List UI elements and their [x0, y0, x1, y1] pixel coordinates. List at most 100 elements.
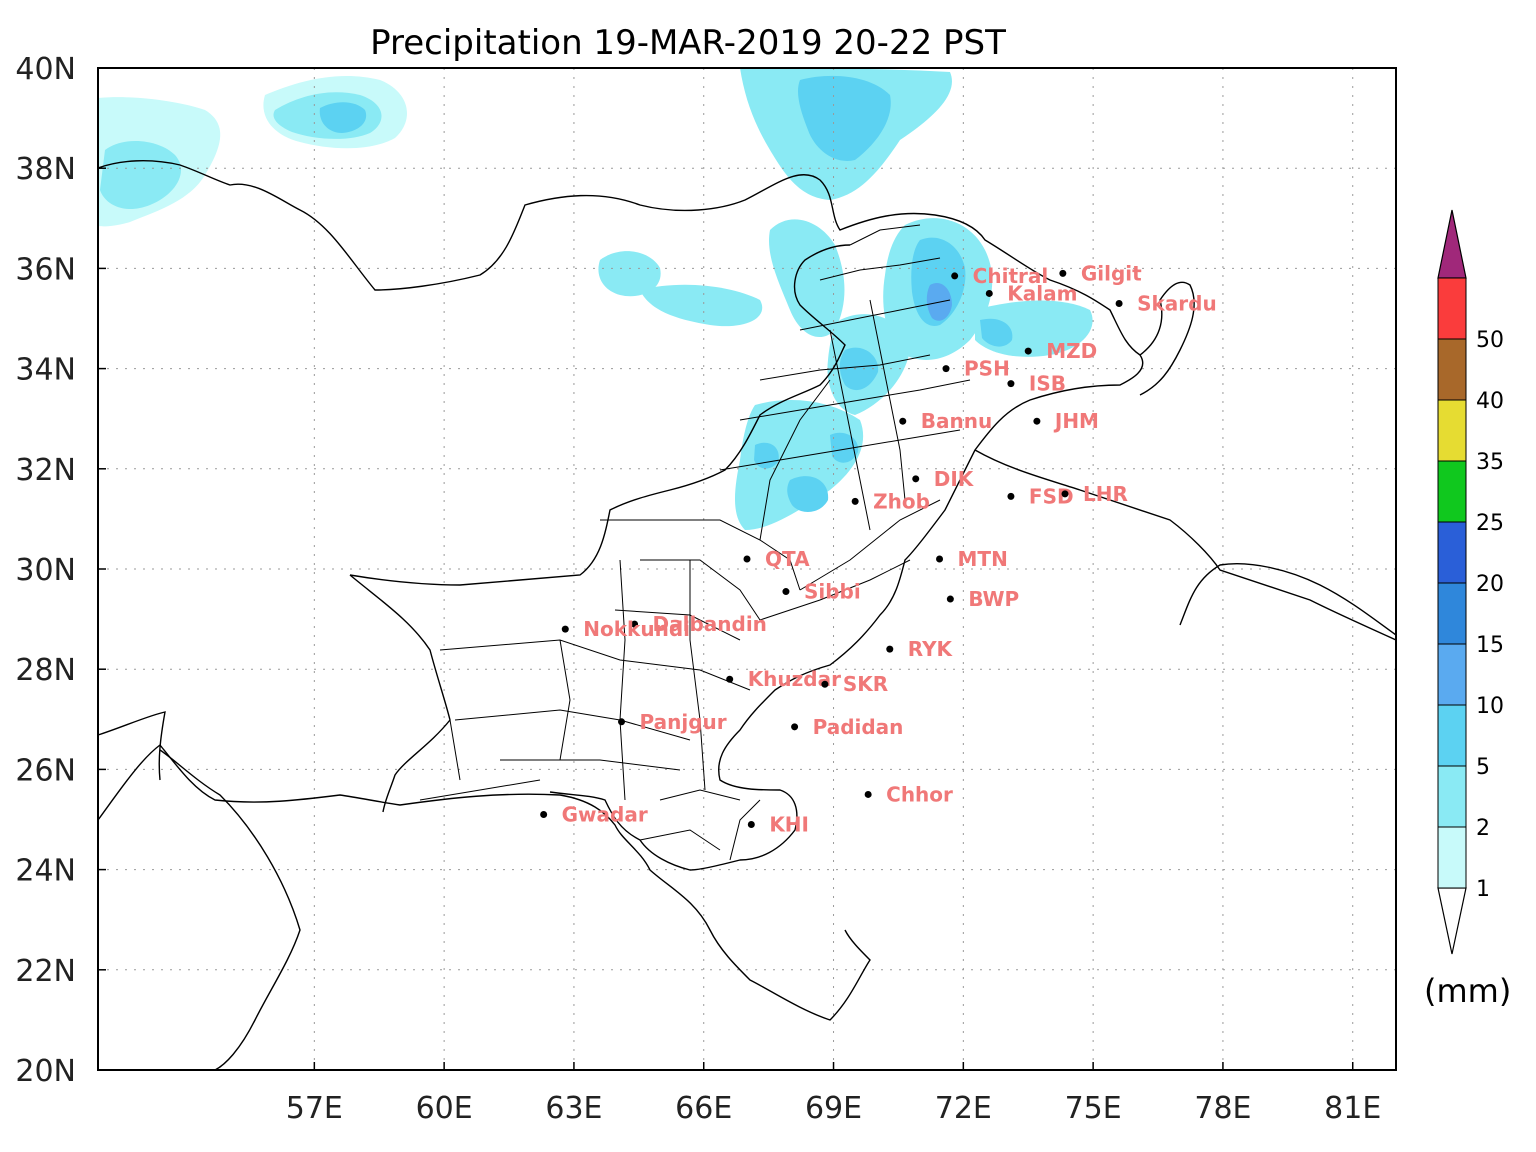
colorbar-box: [1437, 826, 1467, 889]
city-dot: [561, 625, 569, 633]
city-dot: [899, 417, 907, 425]
colorbar-level-label: 50: [1476, 328, 1504, 353]
colorbar-level-label: 15: [1476, 633, 1504, 658]
x-tick-label: 69E: [805, 1091, 862, 1126]
colorbar-level-label: 20: [1476, 572, 1504, 597]
city-label: Zhob: [873, 489, 930, 513]
city-label: KHI: [769, 813, 809, 837]
city-label: RYK: [908, 637, 954, 661]
y-tick-label: 20N: [15, 1054, 76, 1089]
city-dot: [951, 272, 959, 280]
x-tick-label: 66E: [675, 1091, 732, 1126]
city-dot: [618, 718, 626, 726]
precip-blob: [787, 476, 829, 512]
precip-blob: [754, 442, 779, 469]
city-label: Chitral: [973, 264, 1049, 288]
colorbar-level-label: 35: [1476, 450, 1504, 475]
country-border: [1139, 281, 1195, 396]
colorbar-box: [1437, 460, 1467, 523]
city-label: Bannu: [921, 409, 992, 433]
x-tick-label: 78E: [1194, 1091, 1251, 1126]
country-border: [1179, 563, 1396, 636]
country-border: [349, 574, 451, 813]
precip-blob: [797, 75, 891, 161]
coastline: [159, 749, 301, 1070]
city-label: QTA: [765, 547, 810, 571]
y-tick-label: 30N: [15, 553, 76, 588]
city-label: LHR: [1083, 482, 1128, 506]
city-dot: [631, 620, 639, 628]
colorbar-level-label: 25: [1476, 511, 1504, 536]
city-dot: [782, 588, 790, 596]
city-label: Padidan: [813, 715, 904, 739]
y-tick-label: 28N: [15, 653, 76, 688]
y-tick-label: 34N: [15, 353, 76, 388]
colorbar-under-triangle: [1437, 887, 1467, 955]
city-dot: [726, 675, 734, 683]
coastline: [98, 744, 871, 1021]
colorbar-level-label: 40: [1476, 389, 1504, 414]
y-tick-label: 32N: [15, 453, 76, 488]
precip-blob: [735, 400, 864, 530]
colorbar-level-label: 5: [1476, 755, 1490, 780]
colorbar-level-label: 1: [1476, 877, 1490, 902]
y-tick-label: 38N: [15, 152, 76, 187]
map-title: Precipitation 19-MAR-2019 20-22 PST: [370, 23, 1006, 63]
lat-lon-grid: [98, 68, 1396, 1070]
city-label: JHM: [1053, 409, 1099, 433]
city-label: ISB: [1029, 372, 1066, 396]
boundaries: [98, 160, 1396, 1070]
precip-blob: [640, 284, 763, 327]
y-tick-label: 22N: [15, 954, 76, 989]
y-tick-label: 24N: [15, 854, 76, 889]
country-border: [98, 160, 1144, 871]
y-tick-label: 36N: [15, 252, 76, 287]
colorbar-box: [1437, 399, 1467, 462]
y-tick-label: 40N: [15, 52, 76, 87]
city-dot: [912, 475, 920, 483]
city-dot: [821, 680, 829, 688]
colorbar-box: [1437, 338, 1467, 401]
x-tick-label: 57E: [286, 1091, 343, 1126]
x-tick-label: 75E: [1065, 1091, 1122, 1126]
city-label: DIK: [934, 467, 975, 491]
colorbar-box: [1437, 704, 1467, 767]
city-label: MTN: [958, 547, 1008, 571]
city-dot: [791, 723, 799, 731]
city-label: Chhor: [886, 782, 953, 806]
city-dot: [864, 790, 872, 798]
city-label: MZD: [1046, 339, 1097, 363]
city-dot: [985, 289, 993, 297]
x-tick-label: 63E: [545, 1091, 602, 1126]
city-label: BWP: [968, 587, 1019, 611]
precip-blob: [839, 347, 879, 391]
precip-blob: [769, 219, 845, 338]
axis-ticks: 57E 60E 63E 66E 69E 72E 75E 78E 81E 20N 22N 24N 26N 2…: [15, 52, 1381, 1126]
colorbar-box: [1437, 582, 1467, 645]
city-label: Kalam: [1007, 281, 1077, 305]
colorbar-level-label: 10: [1476, 694, 1504, 719]
precip-blob: [319, 102, 367, 133]
colorbar-box: [1437, 277, 1467, 340]
country-border: [974, 449, 1396, 641]
city-label: Khuzdar: [748, 667, 841, 691]
precip-blob: [598, 251, 661, 297]
city-dot: [1059, 269, 1067, 277]
city-dot: [540, 810, 548, 818]
city-dot: [1024, 347, 1032, 355]
x-tick-label: 81E: [1324, 1091, 1381, 1126]
district-lines: [419, 224, 971, 861]
city-dot: [936, 555, 944, 563]
city-label: Gwadar: [562, 802, 648, 826]
precip-blob: [830, 432, 859, 463]
city-dot: [886, 645, 894, 653]
colorbar-over-triangle: [1437, 209, 1467, 279]
x-tick-label: 72E: [935, 1091, 992, 1126]
city-label: Nokkundi: [583, 617, 690, 641]
city-dot: [743, 555, 751, 563]
colorbar-box: [1437, 765, 1467, 828]
